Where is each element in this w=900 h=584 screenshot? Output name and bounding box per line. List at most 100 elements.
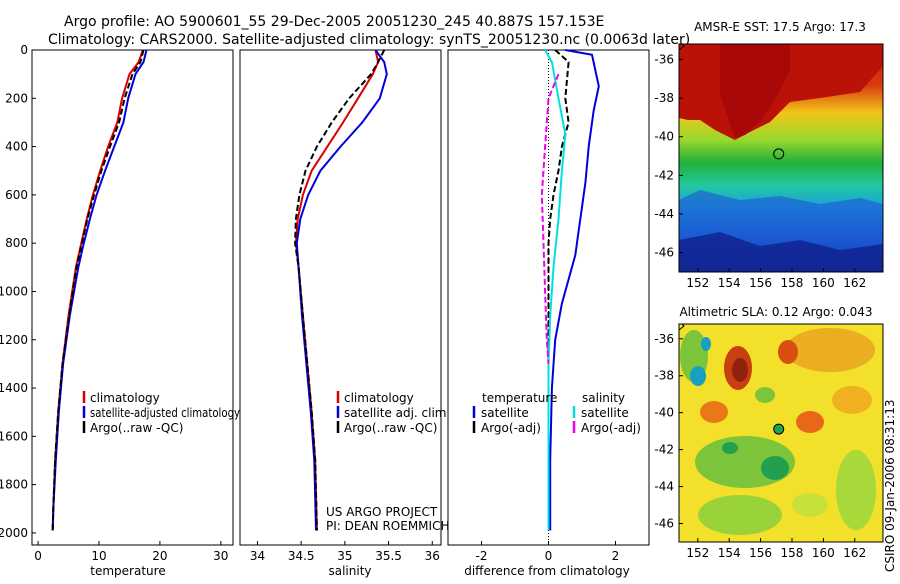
legend-label: climatology — [344, 391, 414, 405]
y-tick-label: 200 — [5, 91, 28, 105]
y-tick-label: -38 — [654, 91, 674, 105]
y-tick-label: -44 — [654, 480, 674, 494]
x-tick-label: 156 — [749, 276, 772, 290]
sla-map-panel: Altimetric SLA: 0.12 Argo: 0.043 152 154 1… — [654, 305, 884, 560]
sla-high-blob — [700, 401, 728, 423]
x-tick-label: 36 — [425, 549, 440, 563]
x-tick-label: 0 — [545, 549, 553, 563]
legend-label: satellite — [481, 406, 529, 420]
timestamp-stamp: CSIRO 09-Jan-2006 08:31:13 — [883, 400, 897, 572]
sla-feature — [832, 386, 872, 414]
legend: climatology satellite-adjusted climatolo… — [82, 391, 240, 435]
y-tick-label: 0 — [20, 43, 28, 57]
difference-panel: -2 0 2 difference from climatology tempera… — [447, 49, 650, 578]
x-tick-label: 0 — [34, 549, 42, 563]
plot-frame — [31, 49, 234, 546]
legend: climatology satellite adj. clim. Argo(..… — [336, 391, 450, 435]
x-tick-label: -2 — [476, 549, 488, 563]
y-tick-label: -42 — [654, 168, 674, 182]
legend-title-temperature: temperature — [482, 391, 557, 405]
header-line1: Argo profile: AO 5900601_55 29-Dec-2005 … — [64, 14, 604, 30]
legend-label: climatology — [90, 391, 160, 405]
header-line2: Climatology: CARS2000. Satellite-adjuste… — [48, 32, 690, 48]
y-tick-label: 1400 — [0, 381, 28, 395]
coastline — [678, 43, 685, 51]
sla-low-core — [722, 442, 738, 454]
series-group — [540, 49, 600, 545]
sla-feature — [792, 493, 828, 517]
series-line — [294, 49, 386, 531]
sla-feature — [755, 387, 775, 403]
temperature-profile-panel: 0 10 20 30 0 200 400 600 800 1000 1200 1400 1600 1800… — [0, 43, 240, 578]
y-tick-label: 1800 — [0, 478, 28, 492]
series-group — [294, 49, 388, 531]
x-axis-label: difference from climatology — [464, 564, 630, 578]
x-axis-label: temperature — [90, 564, 165, 578]
sla-low-core — [701, 337, 711, 351]
y-tick-label: -38 — [654, 369, 674, 383]
map-title: AMSR-E SST: 17.5 Argo: 17.3 — [694, 20, 866, 34]
x-tick-label: 158 — [781, 546, 804, 560]
y-tick-label: -46 — [654, 246, 674, 260]
sla-high-blob — [796, 411, 824, 433]
legend-label: satellite — [581, 406, 629, 420]
legend-label: Argo(-adj) — [581, 421, 641, 435]
tick-group: 152 154 156 158 160 162 -36 -38 -40 -42 -44 -46 — [654, 52, 866, 290]
legend-label: Argo(..raw -QC) — [90, 421, 183, 435]
tick-group: -2 0 2 — [476, 541, 619, 563]
x-tick-label: 162 — [843, 546, 866, 560]
x-tick-label: 156 — [749, 546, 772, 560]
legend-label: Argo(..raw -QC) — [344, 421, 437, 435]
y-tick-label: 1200 — [0, 333, 28, 347]
x-tick-label: 160 — [812, 276, 835, 290]
sla-feature — [836, 450, 876, 530]
plot-frame — [239, 49, 442, 546]
x-tick-label: 10 — [91, 549, 106, 563]
x-tick-label: 160 — [812, 546, 835, 560]
sla-field — [679, 324, 883, 542]
x-tick-label: 154 — [718, 276, 741, 290]
pi-credit: PI: DEAN ROEMMICH — [326, 519, 449, 533]
project-credit: US ARGO PROJECT — [326, 505, 438, 519]
sla-low-core — [761, 456, 789, 480]
y-tick-label: -40 — [654, 130, 674, 144]
salinity-profile-panel: 34 34.5 35 35.5 36 salinity climatology sate… — [239, 49, 450, 578]
series-line — [549, 49, 600, 531]
x-tick-label: 154 — [718, 546, 741, 560]
argo-location-marker — [773, 423, 785, 435]
sla-high-blob — [778, 340, 798, 364]
x-tick-label: 35.5 — [375, 549, 402, 563]
tick-group: 152 154 156 158 160 162 -36 -38 -40 -42 -44 -46 — [654, 332, 866, 560]
legend-title-salinity: salinity — [582, 391, 625, 405]
y-tick-label: 1600 — [0, 429, 28, 443]
tick-group: 0 10 20 30 0 200 400 600 800 1000 1200 1400 1600 1800… — [0, 43, 228, 563]
y-tick-label: 600 — [5, 188, 28, 202]
x-tick-label: 35 — [337, 549, 352, 563]
sla-low-core — [690, 366, 706, 386]
y-tick-label: -44 — [654, 207, 674, 221]
series-line — [544, 49, 567, 531]
map-title: Altimetric SLA: 0.12 Argo: 0.043 — [679, 305, 872, 319]
x-axis-label: salinity — [328, 564, 371, 578]
x-tick-label: 158 — [781, 276, 804, 290]
coastline — [678, 323, 685, 331]
y-tick-label: -42 — [654, 443, 674, 457]
y-tick-label: 1000 — [0, 284, 28, 298]
x-tick-label: 162 — [843, 276, 866, 290]
y-tick-label: -46 — [654, 517, 674, 531]
y-tick-label: -36 — [654, 332, 674, 346]
y-tick-label: -36 — [654, 52, 674, 66]
legend-label: satellite adj. clim. — [344, 406, 450, 420]
series-group — [51, 49, 148, 531]
y-tick-label: 400 — [5, 140, 28, 154]
y-tick-label: 2000 — [0, 526, 28, 540]
cold-region — [679, 232, 883, 272]
x-tick-label: 34 — [250, 549, 265, 563]
series-line — [51, 49, 145, 531]
sst-map-panel: AMSR-E SST: 17.5 Argo: 17.3 152 154 156 158… — [654, 20, 884, 290]
x-tick-label: 152 — [686, 546, 709, 560]
legend: temperature satellite Argo(-adj) salinit… — [472, 391, 641, 435]
sla-feature — [698, 495, 782, 535]
